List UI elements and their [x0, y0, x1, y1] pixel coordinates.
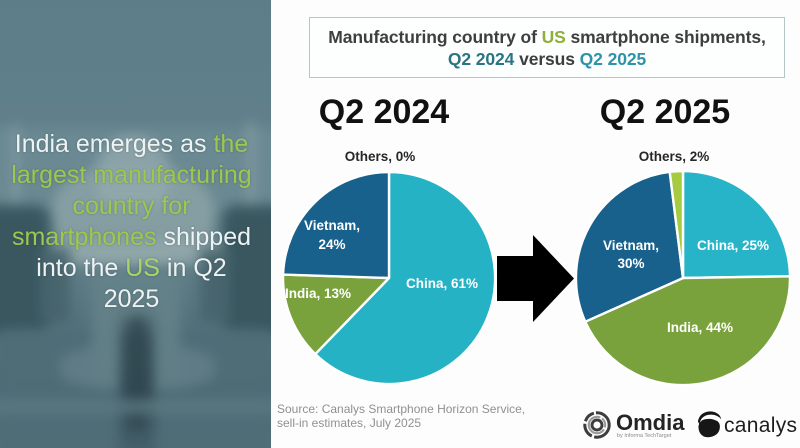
- svg-text:India, 44%: India, 44%: [667, 320, 733, 335]
- svg-text:24%: 24%: [318, 237, 345, 252]
- svg-text:India, 13%: India, 13%: [285, 286, 351, 301]
- svg-text:Omdia: Omdia: [616, 410, 685, 435]
- svg-text:canalys: canalys: [724, 414, 797, 437]
- svg-text:Vietnam,: Vietnam,: [304, 218, 360, 233]
- svg-text:by Informa TechTarget: by Informa TechTarget: [617, 433, 672, 439]
- svg-text:China, 61%: China, 61%: [406, 276, 478, 291]
- svg-text:30%: 30%: [617, 256, 644, 271]
- svg-text:Vietnam,: Vietnam,: [603, 238, 659, 253]
- svg-text:China, 25%: China, 25%: [697, 238, 769, 253]
